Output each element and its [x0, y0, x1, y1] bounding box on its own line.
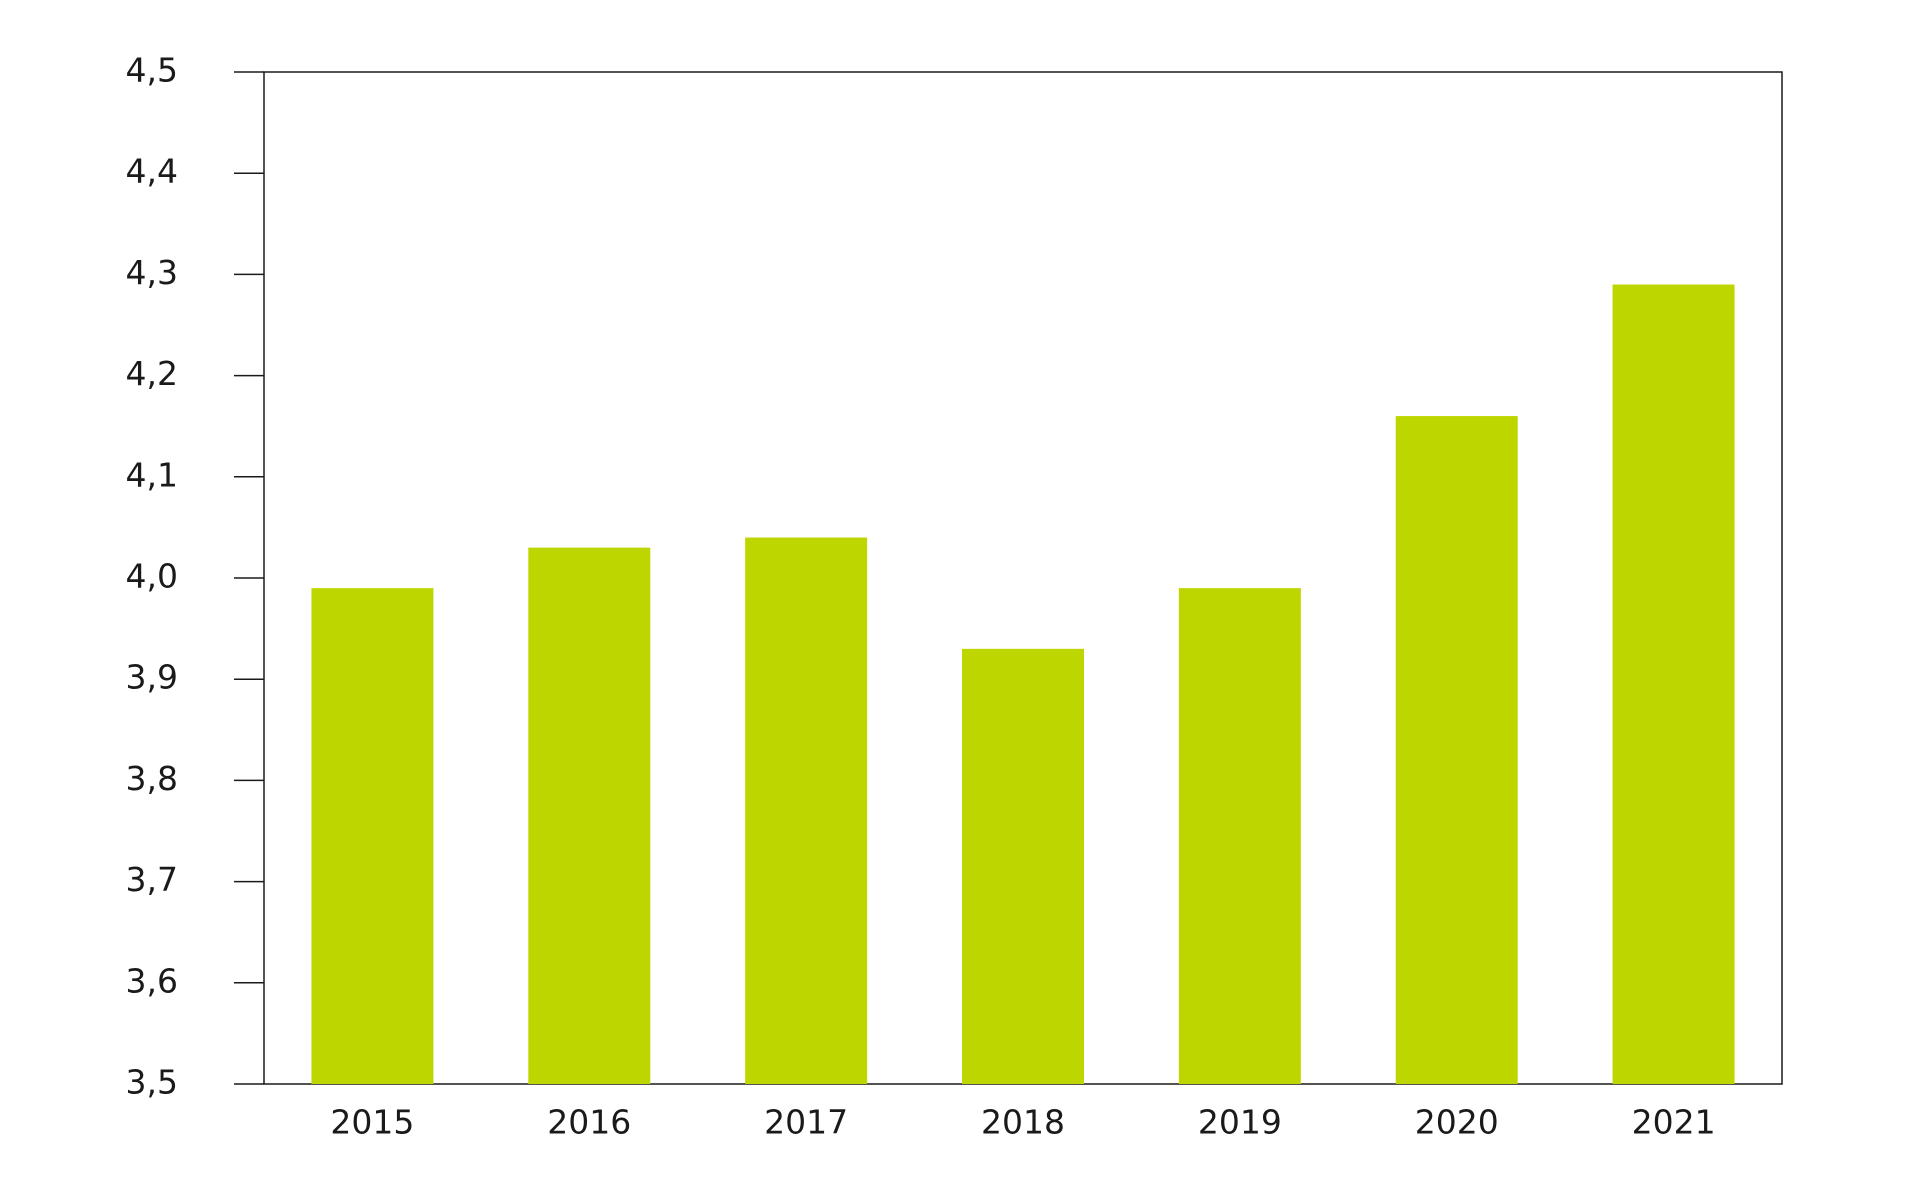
y-tick-label: 4,0 — [126, 557, 178, 596]
bar-2019 — [1178, 588, 1301, 1084]
y-tick-label: 3,8 — [126, 759, 178, 798]
y-tick-label: 4,1 — [126, 455, 178, 494]
x-tick-label: 2016 — [547, 1103, 631, 1142]
bar-2016 — [528, 547, 651, 1084]
x-tick-label: 2020 — [1415, 1103, 1499, 1142]
y-tick-label: 3,5 — [126, 1063, 178, 1102]
bars-group — [311, 284, 1735, 1085]
x-tick-label: 2021 — [1632, 1103, 1716, 1142]
bar-2017 — [745, 537, 868, 1084]
y-axis: 3,5 3,6 3,7 3,8 3,9 4,0 4,1 4,2 4,3 4,4 4,5 — [126, 51, 264, 1102]
y-tick-label: 4,2 — [126, 354, 178, 393]
y-tick-label: 3,6 — [126, 961, 178, 1000]
y-tick-label: 4,4 — [126, 152, 178, 191]
x-tick-label: 2019 — [1198, 1103, 1282, 1142]
bar-2015 — [311, 588, 434, 1084]
bar-2021 — [1612, 284, 1735, 1084]
x-tick-label: 2017 — [764, 1103, 848, 1142]
bar-2018 — [962, 648, 1084, 1084]
y-tick-label: 4,5 — [126, 51, 178, 90]
bar-2020 — [1395, 416, 1518, 1085]
y-tick-label: 3,9 — [126, 658, 178, 697]
x-axis: 2015 2016 2017 2018 2019 2020 2021 — [330, 1103, 1715, 1142]
x-tick-label: 2018 — [981, 1103, 1065, 1142]
y-tick-label: 4,3 — [126, 253, 178, 292]
y-tick-label: 3,7 — [126, 860, 178, 899]
x-tick-label: 2015 — [330, 1103, 414, 1142]
